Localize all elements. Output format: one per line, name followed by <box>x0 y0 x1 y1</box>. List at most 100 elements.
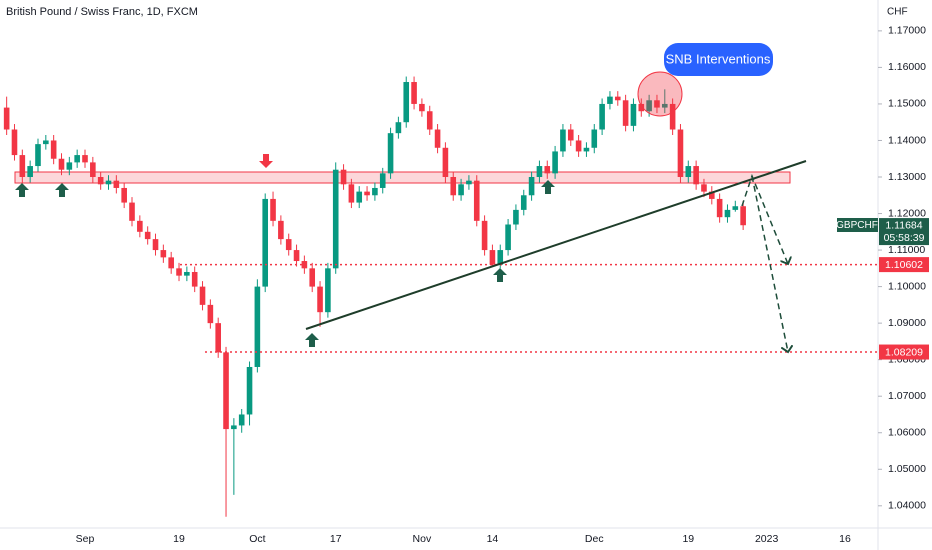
candle-body <box>301 261 308 269</box>
candle-body <box>231 425 237 430</box>
candle-body <box>50 140 57 159</box>
x-tick-label: 14 <box>487 533 499 545</box>
down-arrow <box>259 154 273 168</box>
candle-body <box>129 202 135 221</box>
candle-body <box>137 220 143 232</box>
candle-body <box>144 231 151 240</box>
y-tick-label: 1.04000 <box>888 500 926 512</box>
x-tick-label: Sep <box>76 533 95 545</box>
candle-body <box>489 250 496 265</box>
last-price-tag <box>879 218 929 246</box>
x-tick-label: Oct <box>249 533 265 545</box>
up-arrows <box>15 180 555 347</box>
candle-body <box>278 220 284 240</box>
candle-body <box>387 133 394 174</box>
candle-body <box>442 147 449 178</box>
candle-body <box>207 304 214 324</box>
candle-body <box>536 166 543 178</box>
annotation: SNB Interventions <box>666 51 771 66</box>
candle-body <box>19 155 26 178</box>
candle-body <box>58 158 65 170</box>
candle-body <box>622 100 629 126</box>
candle-body <box>97 177 104 185</box>
resistance-zone <box>14 171 791 184</box>
candle-body <box>379 173 386 188</box>
y-tick-label: 1.07000 <box>888 390 926 402</box>
y-tick-label: 1.17000 <box>888 25 926 37</box>
candle-body <box>466 180 472 185</box>
level-label: 1.10602 <box>885 259 923 271</box>
x-tick-label: Nov <box>413 533 432 545</box>
highlight-circle <box>637 71 683 117</box>
candle-body <box>528 177 535 196</box>
candle-body <box>254 286 261 367</box>
candle-body <box>317 286 323 313</box>
candle-body <box>552 151 558 174</box>
candle-body <box>419 103 425 112</box>
symbol-tag <box>837 218 878 232</box>
candle-body <box>348 184 355 203</box>
projection-arrow <box>741 173 788 264</box>
y-tick-label: 1.16000 <box>888 61 926 73</box>
y-tick-label: 1.09000 <box>888 317 926 329</box>
candle-body <box>724 209 731 218</box>
candle-body <box>505 224 511 251</box>
x-tick-label: 2023 <box>755 533 779 545</box>
candle-body <box>356 191 363 203</box>
level-tag <box>879 344 929 360</box>
candle-body <box>121 187 127 203</box>
x-tick-label: 16 <box>839 533 851 545</box>
chart-title: British Pound / Swiss Franc, 1D, FXCM <box>6 6 198 18</box>
candle-body <box>262 198 269 287</box>
candle-body <box>458 184 464 196</box>
candle-body <box>426 111 433 130</box>
y-tick-label: 1.06000 <box>888 427 926 439</box>
candle-body <box>395 122 402 134</box>
level-label: 1.08209 <box>885 346 923 358</box>
y-tick-label: 1.14000 <box>888 134 926 146</box>
candle-body <box>732 206 739 210</box>
y-tick-label: 1.05000 <box>888 463 926 475</box>
candle-body <box>677 129 684 178</box>
y-tick-label: 1.11000 <box>888 244 925 256</box>
candle-body <box>82 155 88 163</box>
symbol: GBPCHF <box>836 220 878 231</box>
x-tick-label: 19 <box>682 533 694 545</box>
y-tick-label: 1.10000 <box>888 280 926 292</box>
candle-body <box>152 239 159 251</box>
candle-body <box>646 100 652 112</box>
candle-body <box>685 166 692 178</box>
candle-body <box>513 209 519 225</box>
candle-body <box>599 103 605 130</box>
candle-body <box>575 140 582 152</box>
y-tick-label: 1.13000 <box>888 171 926 183</box>
candle-body <box>27 166 33 178</box>
y-tick-label: 1.15000 <box>888 98 926 110</box>
annotation-bubble <box>664 43 773 76</box>
up-arrow <box>541 180 555 194</box>
up-arrow <box>493 268 507 282</box>
candle-body <box>701 184 707 192</box>
candle-body <box>654 100 660 108</box>
candle-body <box>411 82 417 104</box>
candle-body <box>332 169 339 269</box>
candle-body <box>614 96 621 101</box>
last-price: 1.11684 <box>885 219 922 231</box>
candle-body <box>3 107 10 130</box>
candle-body <box>285 239 292 251</box>
candle-body <box>364 191 370 196</box>
candle-body <box>661 103 668 108</box>
candle-body <box>309 268 316 287</box>
candle-body <box>325 268 331 313</box>
candle-body <box>74 155 80 163</box>
candle-body <box>246 366 253 415</box>
x-tick-label: Dec <box>585 533 604 545</box>
candle-body <box>693 166 699 185</box>
candle-body <box>497 250 504 265</box>
candle-body <box>66 162 73 170</box>
candle-body <box>105 180 112 185</box>
candle-body <box>113 180 120 188</box>
candle-body <box>583 147 590 152</box>
candle-body <box>35 144 41 167</box>
